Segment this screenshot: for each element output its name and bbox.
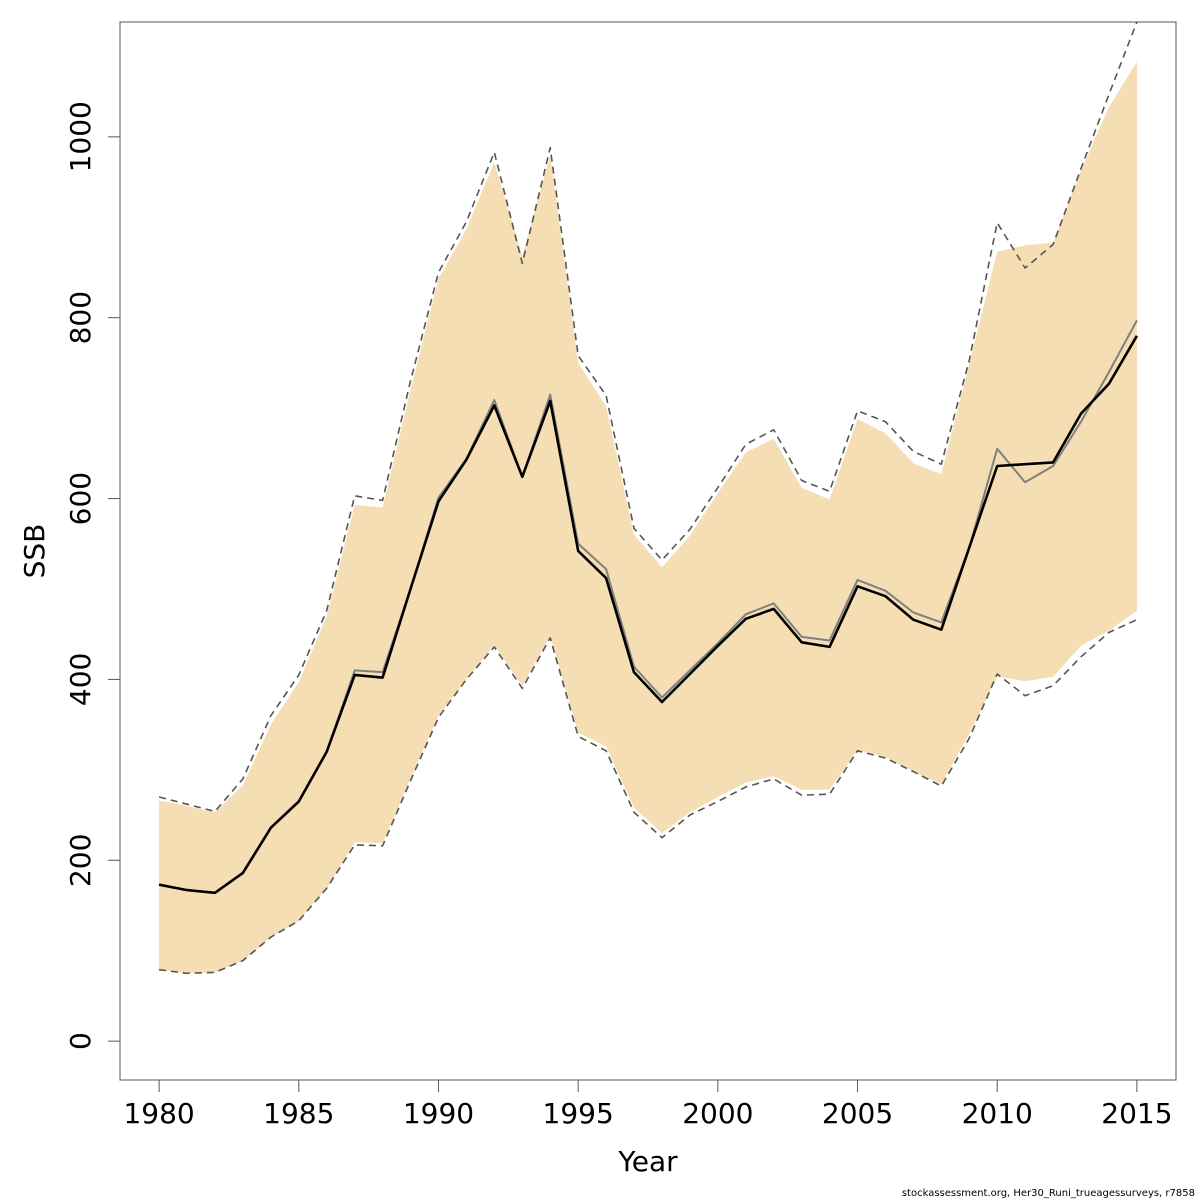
x-tick-label: 1985 (263, 1097, 334, 1130)
y-tick-label: 400 (64, 653, 97, 706)
y-tick-label: 0 (64, 1032, 97, 1050)
y-tick-label: 600 (64, 472, 97, 525)
retro-upper-line (158, 21, 1138, 813)
x-tick-label: 1980 (123, 1097, 194, 1130)
y-tick-label: 800 (64, 291, 97, 344)
confidence-band-area (159, 61, 1137, 974)
x-tick-label: 1995 (543, 1097, 614, 1130)
y-tick-label: 200 (64, 834, 97, 887)
x-axis: 1980 1985 1990 1995 2000 2005 2010 2015 (123, 1079, 1173, 1130)
estimate-line (158, 335, 1139, 895)
y-tick-label: 1000 (64, 101, 97, 172)
y-axis: 0 200 400 600 800 1000 (64, 101, 121, 1050)
x-axis-title: Year (617, 1145, 678, 1178)
x-tick-label: 2005 (822, 1097, 893, 1130)
x-tick-label: 2015 (1101, 1097, 1172, 1130)
footer-note: stockassessment.org, Her30_Runi_trueages… (902, 1188, 1195, 1199)
retro-lower-line (158, 618, 1138, 975)
x-tick-label: 2010 (962, 1097, 1033, 1130)
x-tick-label: 2000 (682, 1097, 753, 1130)
series-lines (158, 21, 1139, 975)
y-axis-title: SSB (18, 524, 51, 579)
confidence-band (159, 61, 1137, 974)
x-tick-label: 1990 (403, 1097, 474, 1130)
